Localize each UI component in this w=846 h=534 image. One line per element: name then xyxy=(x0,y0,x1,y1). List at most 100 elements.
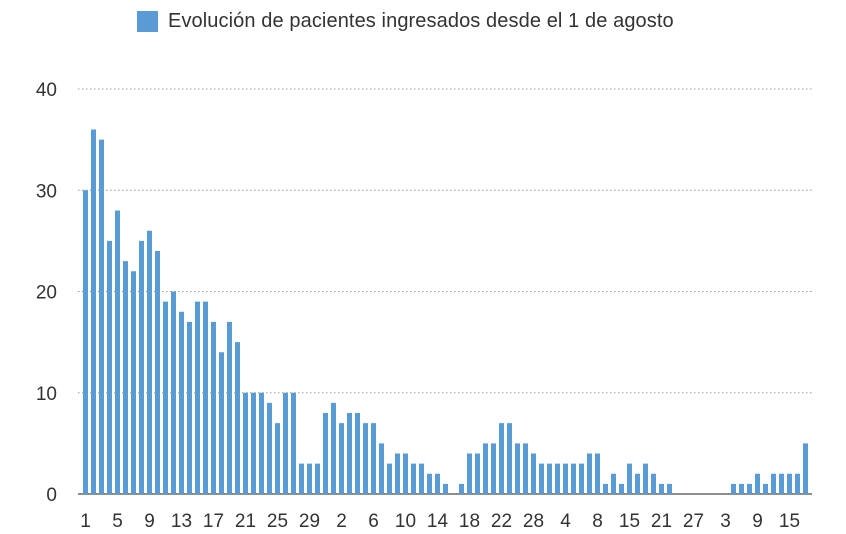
x-tick-label: 18 xyxy=(459,511,480,532)
x-tick-label: 17 xyxy=(203,511,224,532)
bar xyxy=(195,301,200,494)
bar xyxy=(779,473,784,494)
bar xyxy=(283,392,288,494)
bar xyxy=(531,453,536,494)
bar xyxy=(267,402,272,494)
bar xyxy=(411,463,416,494)
bar xyxy=(579,463,584,494)
x-tick-label: 15 xyxy=(779,511,800,532)
x-tick-label: 4 xyxy=(560,511,571,532)
x-tick-label: 29 xyxy=(299,511,320,532)
bar xyxy=(475,453,480,494)
bar xyxy=(435,473,440,494)
bar xyxy=(235,342,240,494)
bar xyxy=(307,463,312,494)
bar xyxy=(139,240,144,494)
bar xyxy=(595,453,600,494)
bar xyxy=(315,463,320,494)
bar xyxy=(747,483,752,494)
bar xyxy=(251,392,256,494)
y-tick-label: 30 xyxy=(36,181,57,202)
bar xyxy=(187,321,192,494)
x-tick-label: 15 xyxy=(619,511,640,532)
y-tick-label: 10 xyxy=(36,384,57,405)
bar xyxy=(507,423,512,494)
bar xyxy=(763,483,768,494)
bar xyxy=(627,463,632,494)
bar xyxy=(163,301,168,494)
bar xyxy=(651,473,656,494)
bar xyxy=(123,261,128,494)
bar xyxy=(795,473,800,494)
bar xyxy=(467,453,472,494)
bar xyxy=(515,443,520,494)
y-tick-label: 0 xyxy=(46,485,57,506)
bar xyxy=(355,413,360,494)
bar xyxy=(131,271,136,494)
bar xyxy=(339,423,344,494)
bar xyxy=(555,463,560,494)
bar xyxy=(635,473,640,494)
bar xyxy=(219,352,224,494)
x-tick-label: 9 xyxy=(144,511,155,532)
bar xyxy=(299,463,304,494)
bar xyxy=(259,392,264,494)
bar xyxy=(771,473,776,494)
bar xyxy=(419,463,424,494)
x-tick-label: 25 xyxy=(267,511,288,532)
x-tick-label: 9 xyxy=(752,511,763,532)
bar xyxy=(363,423,368,494)
bar xyxy=(107,240,112,494)
bar xyxy=(483,443,488,494)
x-tick-label: 13 xyxy=(171,511,192,532)
x-tick-label: 21 xyxy=(651,511,672,532)
bar xyxy=(243,392,248,494)
bar xyxy=(659,483,664,494)
x-tick-label: 3 xyxy=(720,511,731,532)
bar xyxy=(115,210,120,494)
bar xyxy=(427,473,432,494)
bar xyxy=(275,423,280,494)
bar xyxy=(179,311,184,494)
bar xyxy=(147,230,152,494)
x-tick-label: 8 xyxy=(592,511,603,532)
bar xyxy=(731,483,736,494)
bar xyxy=(491,443,496,494)
bar xyxy=(91,129,96,494)
bar xyxy=(203,301,208,494)
x-tick-label: 14 xyxy=(427,511,449,532)
bar xyxy=(379,443,384,494)
x-tick-label: 27 xyxy=(683,511,704,532)
bar xyxy=(803,443,808,494)
x-tick-label: 6 xyxy=(368,511,379,532)
x-tick-label: 28 xyxy=(523,511,544,532)
x-tick-label: 10 xyxy=(395,511,416,532)
bar xyxy=(387,463,392,494)
bar xyxy=(571,463,576,494)
legend-swatch xyxy=(137,10,158,32)
bar xyxy=(611,473,616,494)
x-tick-label: 22 xyxy=(491,511,512,532)
bar xyxy=(99,139,104,494)
bar xyxy=(619,483,624,494)
bar xyxy=(331,402,336,494)
bar xyxy=(547,463,552,494)
bar xyxy=(523,443,528,494)
bar xyxy=(755,473,760,494)
bar xyxy=(787,473,792,494)
bar xyxy=(211,321,216,494)
bar xyxy=(443,483,448,494)
bar xyxy=(347,413,352,494)
bar xyxy=(403,453,408,494)
bar xyxy=(171,291,176,494)
x-tick-label: 21 xyxy=(235,511,256,532)
bar xyxy=(323,413,328,494)
bar xyxy=(499,423,504,494)
bar xyxy=(643,463,648,494)
bar xyxy=(667,483,672,494)
bar xyxy=(459,483,464,494)
bar xyxy=(155,251,160,494)
bar xyxy=(83,190,88,494)
bar xyxy=(227,321,232,494)
y-tick-label: 20 xyxy=(36,283,57,304)
